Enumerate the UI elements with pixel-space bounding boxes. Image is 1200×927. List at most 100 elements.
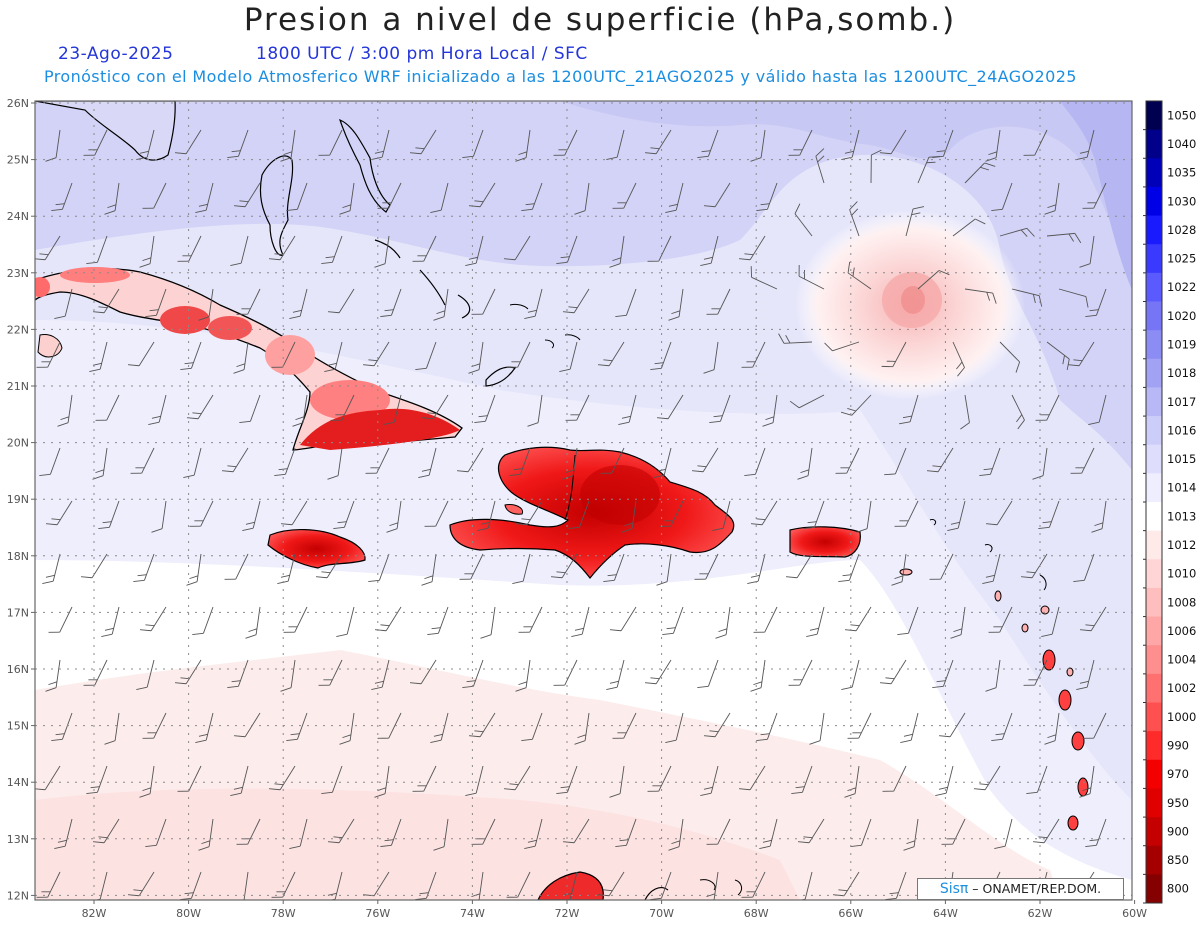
wind-barb bbox=[318, 129, 343, 156]
wind-barb bbox=[51, 712, 73, 742]
wind-barb bbox=[180, 341, 202, 371]
wind-barb bbox=[606, 129, 625, 161]
wind-barb bbox=[333, 500, 355, 530]
wind-barb bbox=[706, 288, 731, 315]
wind-barb bbox=[512, 553, 531, 585]
wind-barb bbox=[985, 500, 1013, 526]
wind-barb bbox=[368, 553, 390, 583]
colorbar-label: 1022 bbox=[1167, 280, 1196, 294]
wind-barb bbox=[45, 129, 61, 162]
lat-label: 15N bbox=[7, 720, 29, 733]
wind-barb bbox=[36, 871, 61, 898]
wind-barb bbox=[882, 765, 907, 792]
wind-barb bbox=[433, 818, 449, 851]
wind-barb bbox=[1044, 182, 1060, 215]
wind-barb bbox=[1076, 129, 1095, 161]
sispi-logo: Sisπ bbox=[939, 881, 969, 897]
wind-barb bbox=[145, 288, 167, 318]
colorbar-label: 1013 bbox=[1167, 509, 1196, 523]
wind-barb bbox=[656, 394, 684, 420]
wind-barb bbox=[374, 235, 390, 268]
wind-barb bbox=[703, 182, 731, 208]
wind-barb bbox=[239, 394, 261, 424]
wind-barb bbox=[421, 553, 437, 586]
wind-barb bbox=[656, 553, 672, 586]
lat-label: 13N bbox=[7, 833, 29, 846]
wind-barb bbox=[424, 500, 449, 527]
wind-barb bbox=[612, 712, 637, 739]
wind-barb bbox=[336, 606, 355, 638]
wind-barb bbox=[1041, 606, 1060, 638]
wind-barb bbox=[806, 606, 825, 638]
wind-barb bbox=[515, 500, 543, 526]
wind-barb bbox=[568, 500, 590, 530]
wind-barb bbox=[856, 500, 872, 533]
wind-barb bbox=[574, 712, 590, 745]
wind-barb bbox=[900, 712, 919, 744]
wind-barb bbox=[36, 341, 61, 368]
wind-barb bbox=[899, 394, 919, 425]
wind-barb bbox=[527, 394, 543, 427]
wind-barb bbox=[177, 765, 202, 792]
wind-barb bbox=[929, 553, 954, 580]
wind-barb bbox=[186, 394, 214, 420]
model-description: Pronóstico con el Modelo Atmosferico WRF… bbox=[44, 67, 1077, 86]
wind-barb bbox=[738, 765, 766, 791]
colorbar-swatch bbox=[1146, 416, 1162, 446]
wind-barb bbox=[380, 818, 402, 848]
wind-barb bbox=[999, 227, 1035, 237]
lat-label: 21N bbox=[7, 380, 29, 393]
colorbar-swatch bbox=[1146, 215, 1162, 245]
lon-label: 74W bbox=[460, 907, 485, 920]
wind-barb bbox=[415, 341, 437, 371]
wind-barb bbox=[42, 553, 61, 585]
wind-barb bbox=[1032, 818, 1060, 844]
wind-barb bbox=[136, 129, 155, 161]
lat-label: 18N bbox=[7, 550, 29, 563]
wind-barb bbox=[1070, 447, 1095, 474]
wind-barb bbox=[947, 500, 966, 532]
wind-barb bbox=[174, 659, 202, 685]
wind-barb bbox=[45, 659, 61, 692]
wind-barb bbox=[744, 447, 766, 477]
colorbar-label: 1019 bbox=[1167, 337, 1196, 351]
wind-barb bbox=[509, 447, 531, 477]
wind-barb bbox=[127, 871, 155, 897]
colorbar-label: 990 bbox=[1167, 738, 1189, 752]
wind-barb bbox=[982, 553, 1001, 585]
wind-barb bbox=[236, 818, 261, 845]
wind-barb bbox=[1088, 394, 1107, 426]
wind-barb bbox=[412, 235, 437, 262]
wind-barb bbox=[841, 659, 860, 691]
wind-barb bbox=[1085, 818, 1107, 848]
colorbar-swatch bbox=[1146, 330, 1162, 360]
wind-barb bbox=[879, 659, 907, 685]
wind-barb bbox=[371, 129, 390, 161]
wind-barb bbox=[600, 447, 625, 474]
colorbar-swatch bbox=[1146, 731, 1162, 761]
wind-barb bbox=[894, 500, 919, 527]
wind-barb bbox=[1073, 553, 1095, 583]
wind-barb bbox=[1076, 659, 1095, 691]
wind-barb bbox=[926, 447, 954, 473]
wind-barb bbox=[474, 394, 496, 424]
latitude-labels: 26N 25N 24N 23N 22N 21N 20N 19N 18N 17N 16N 15N 14N 1… bbox=[7, 97, 35, 902]
wind-barb bbox=[1035, 394, 1060, 421]
wind-barb bbox=[456, 447, 484, 473]
colorbar-swatch bbox=[1146, 587, 1162, 618]
wind-barb bbox=[644, 659, 672, 685]
wind-barb bbox=[330, 394, 355, 421]
colorbar-swatch bbox=[1146, 702, 1162, 732]
wind-barb bbox=[57, 394, 73, 427]
colorbar-label: 1017 bbox=[1167, 395, 1196, 409]
lon-label: 60W bbox=[1122, 907, 1147, 920]
wind-barb bbox=[612, 182, 637, 209]
wind-barb bbox=[644, 129, 672, 155]
wind-barb bbox=[142, 712, 167, 739]
wind-barb bbox=[1082, 182, 1107, 209]
colorbar-label: 1010 bbox=[1167, 567, 1196, 581]
lat-label: 16N bbox=[7, 663, 29, 676]
wind-barb bbox=[374, 765, 390, 798]
lat-label: 25N bbox=[7, 154, 29, 167]
wind-barb bbox=[101, 606, 120, 638]
